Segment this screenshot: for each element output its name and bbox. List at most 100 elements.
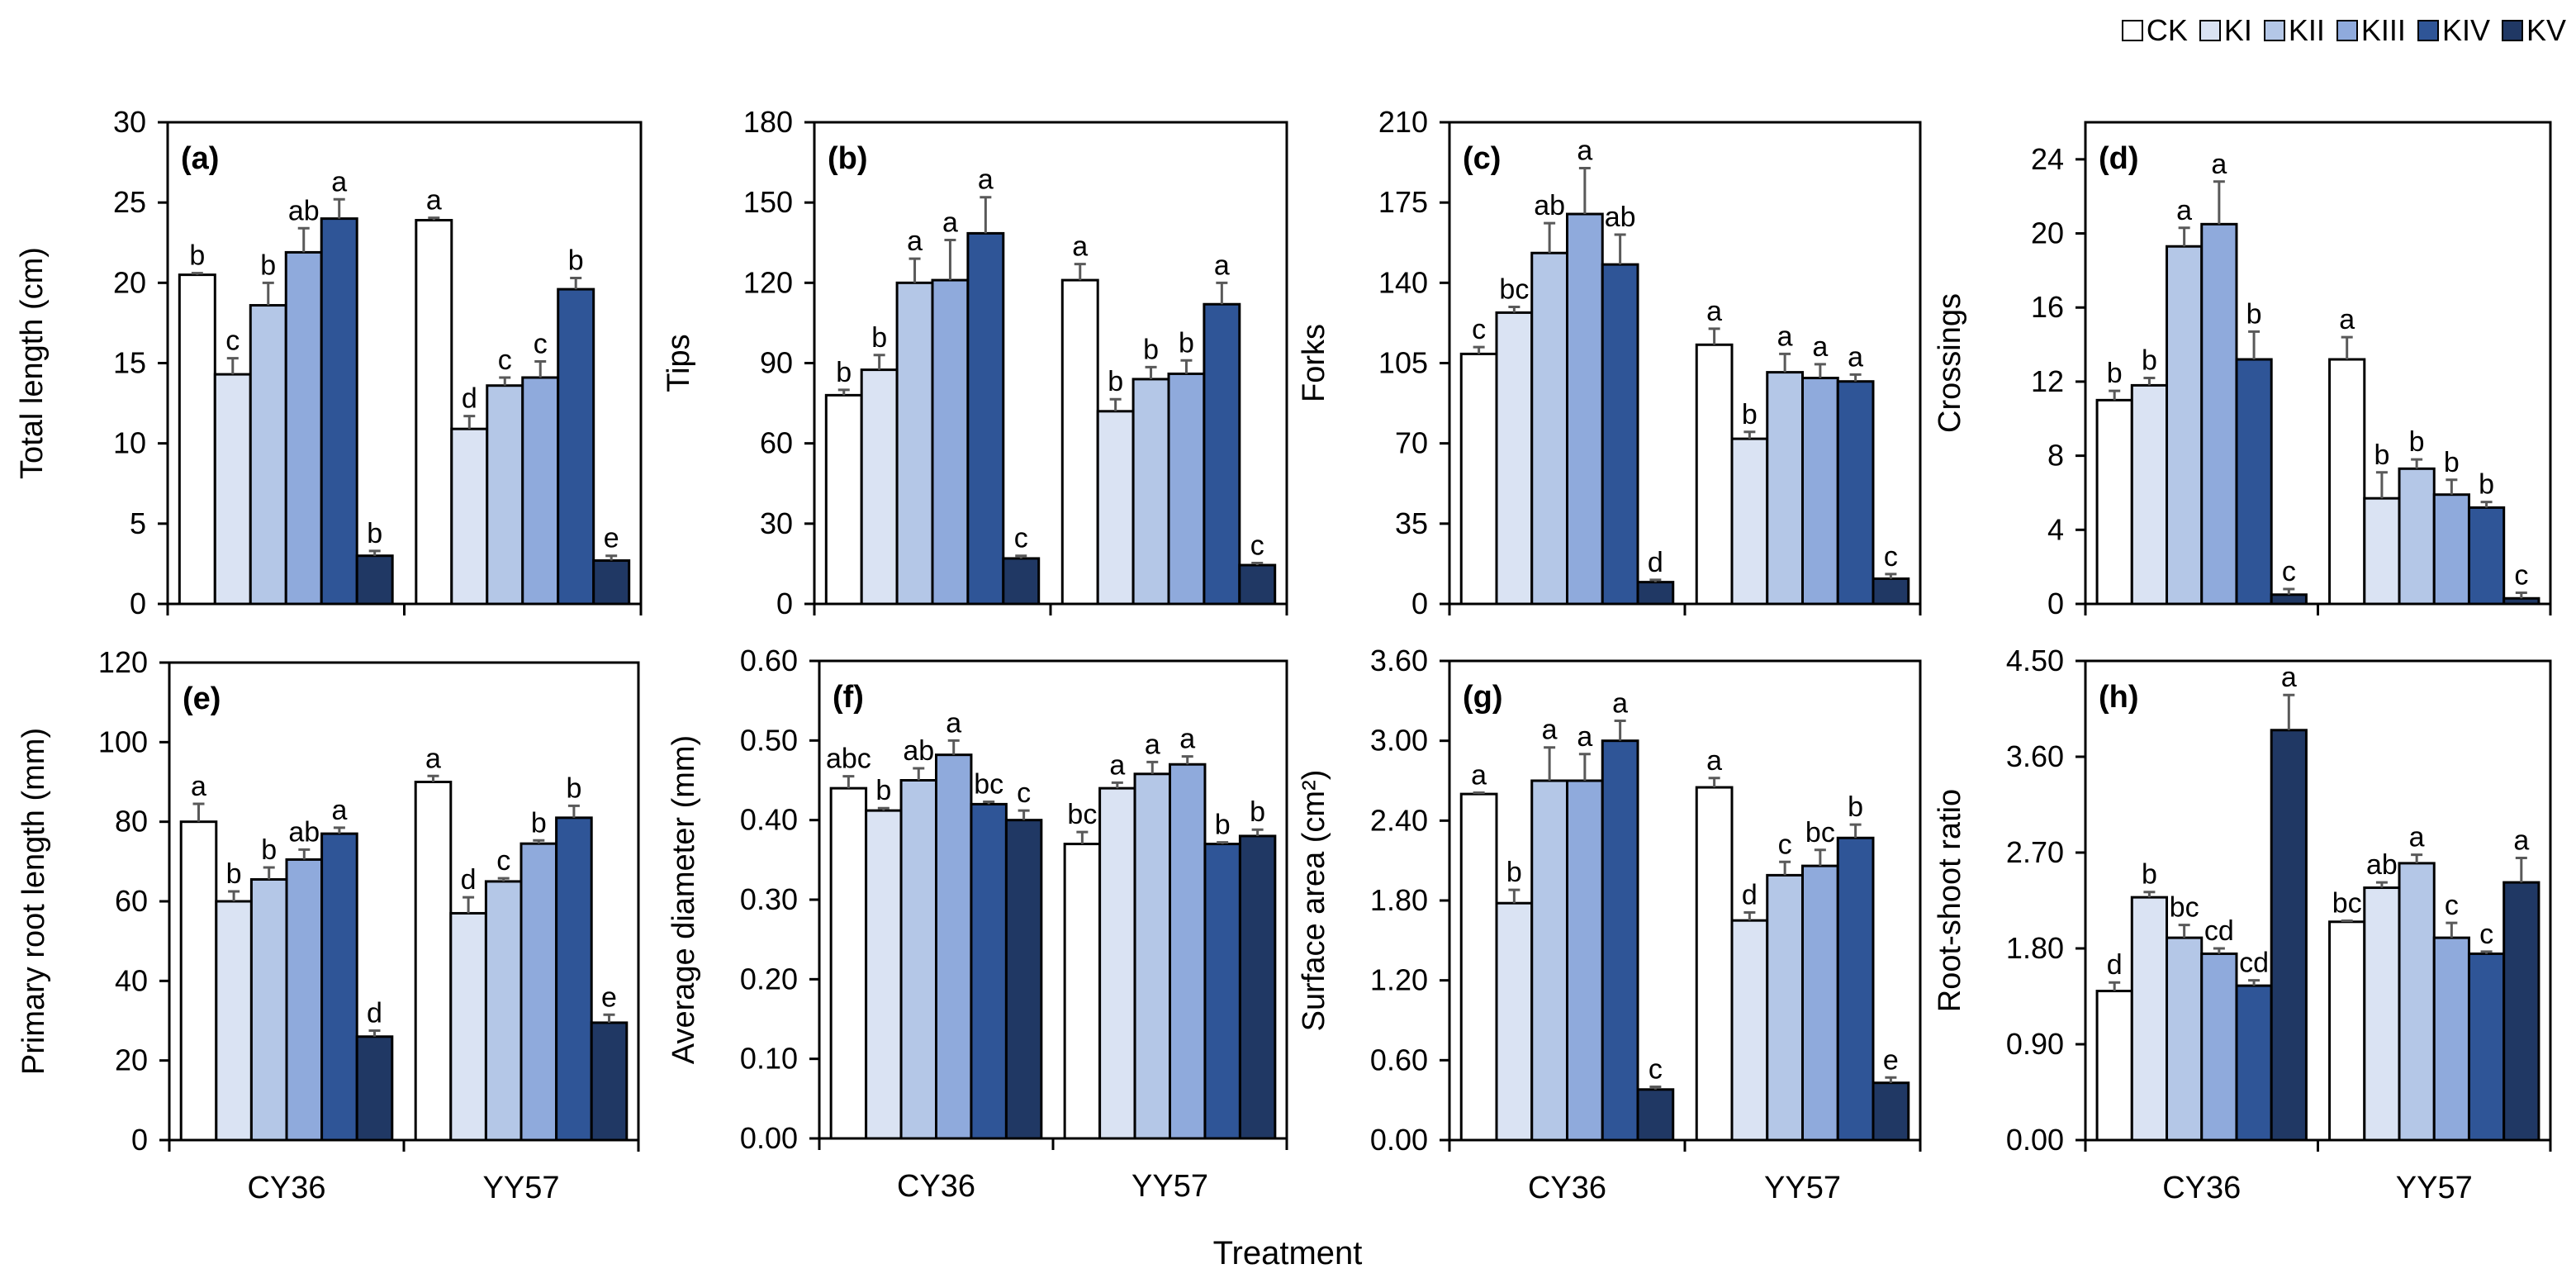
legend-swatch — [2417, 20, 2439, 41]
error-bar — [428, 216, 440, 221]
y-tick-label: 0.40 — [740, 803, 798, 837]
y-tick-label: 1.80 — [1370, 883, 1428, 917]
error-bar — [298, 848, 311, 860]
y-tick-label: 0.20 — [740, 962, 798, 996]
legend-swatch — [2263, 20, 2285, 41]
significance-letter: d — [462, 383, 477, 415]
error-bar — [2143, 376, 2156, 386]
y-tick-label: 0.00 — [2006, 1123, 2064, 1157]
significance-letter: b — [2142, 859, 2157, 891]
error-bar — [1015, 554, 1027, 558]
error-bar — [2109, 389, 2121, 401]
bar-ck-cy36 — [178, 273, 216, 606]
significance-letter: a — [1109, 749, 1125, 781]
bar-kiv-cy36 — [2235, 984, 2273, 1142]
error-bar — [1508, 305, 1520, 313]
significance-letter: c — [1884, 541, 1898, 573]
significance-letter: c — [534, 329, 548, 360]
y-tick-label: 0.60 — [1370, 1043, 1428, 1076]
y-tick-label: 0 — [130, 587, 146, 620]
bar-kii-yy57 — [2398, 862, 2436, 1142]
significance-letter: b — [2246, 298, 2262, 330]
bar-kv-yy57 — [1872, 577, 1910, 606]
x-tick-label: YY57 — [1764, 1171, 1841, 1205]
bar-kv-yy57 — [1238, 563, 1277, 606]
bar-kii-yy57 — [2398, 467, 2436, 606]
bar-ki-cy36 — [213, 373, 252, 606]
significance-letter: a — [942, 207, 958, 239]
error-bar — [499, 376, 511, 386]
bar-kiv-cy36 — [1601, 263, 1639, 606]
error-bar — [944, 239, 956, 281]
error-bar — [1109, 397, 1122, 411]
significance-letter: b — [836, 357, 852, 388]
significance-letter: b — [1108, 366, 1123, 397]
bar-kiii-yy57 — [1169, 763, 1207, 1140]
significance-letter: b — [260, 249, 276, 281]
error-bar — [192, 802, 205, 822]
y-tick-label: 8 — [2047, 439, 2064, 473]
significance-letter: a — [2176, 195, 2192, 226]
bar-kiv-yy57 — [555, 816, 593, 1142]
significance-letter: a — [1214, 249, 1230, 281]
error-bar — [877, 806, 890, 811]
bar-kiii-cy36 — [2200, 222, 2238, 606]
legend-label: KI — [2223, 13, 2252, 47]
x-tick-label: YY57 — [1131, 1169, 1208, 1204]
significance-letter: a — [946, 707, 961, 739]
bar-ck-cy36 — [179, 820, 218, 1142]
y-axis-title: Primary root length (mm) — [17, 728, 51, 1075]
y-tick-label: 3.60 — [1370, 644, 1428, 677]
significance-letter: a — [1612, 688, 1628, 720]
panel-tag: (b) — [828, 141, 868, 176]
error-bar — [2283, 587, 2295, 595]
significance-letter: b — [2374, 440, 2389, 471]
error-bar — [1708, 777, 1720, 788]
significance-letter: bc — [2170, 892, 2199, 924]
bar-kv-cy36 — [1636, 1088, 1675, 1142]
bar-kiii-yy57 — [2432, 936, 2470, 1142]
significance-letter: b — [226, 858, 242, 890]
significance-letter: bc — [1499, 273, 1529, 305]
error-bar — [842, 775, 855, 789]
significance-letter: a — [1848, 341, 1863, 373]
panel-tag: (c) — [1463, 141, 1501, 176]
significance-letter: c — [2479, 919, 2493, 950]
error-bar — [947, 739, 960, 755]
y-tick-label: 20 — [115, 1043, 148, 1077]
x-tick-label: CY36 — [247, 1171, 325, 1205]
significance-letter: a — [2281, 662, 2297, 693]
error-bar — [2446, 478, 2458, 495]
significance-letter: c — [498, 345, 512, 376]
significance-letter: a — [1145, 729, 1160, 760]
bar-kiv-cy36 — [2235, 358, 2273, 606]
legend-label: KIII — [2360, 13, 2406, 47]
bar-kiv-cy36 — [320, 217, 358, 606]
error-bar — [1217, 841, 1229, 844]
bar-kv-yy57 — [1872, 1081, 1910, 1142]
significance-letter: cd — [2239, 948, 2269, 979]
significance-letter: a — [1577, 721, 1592, 753]
bar-kiii-yy57 — [1801, 864, 1839, 1142]
panel-tag: (d) — [2099, 141, 2139, 176]
error-bar — [2411, 458, 2423, 469]
bar-kiii-yy57 — [519, 842, 558, 1142]
error-bar — [980, 196, 992, 234]
bar-kii-yy57 — [486, 384, 524, 606]
bar-kiii-yy57 — [1167, 372, 1206, 606]
error-bar — [226, 357, 239, 375]
significance-letter: b — [1179, 327, 1194, 359]
error-bar — [1849, 823, 1862, 839]
bar-kv-cy36 — [355, 1035, 394, 1142]
error-bar — [2248, 330, 2261, 360]
bar-ki-yy57 — [450, 427, 489, 606]
y-tick-label: 60 — [760, 426, 793, 460]
error-bar — [2341, 335, 2353, 360]
significance-letter: b — [2444, 447, 2460, 478]
error-bar — [1145, 365, 1157, 379]
bar-ki-yy57 — [1730, 437, 1769, 606]
legend-item-ki: KI — [2199, 13, 2252, 48]
